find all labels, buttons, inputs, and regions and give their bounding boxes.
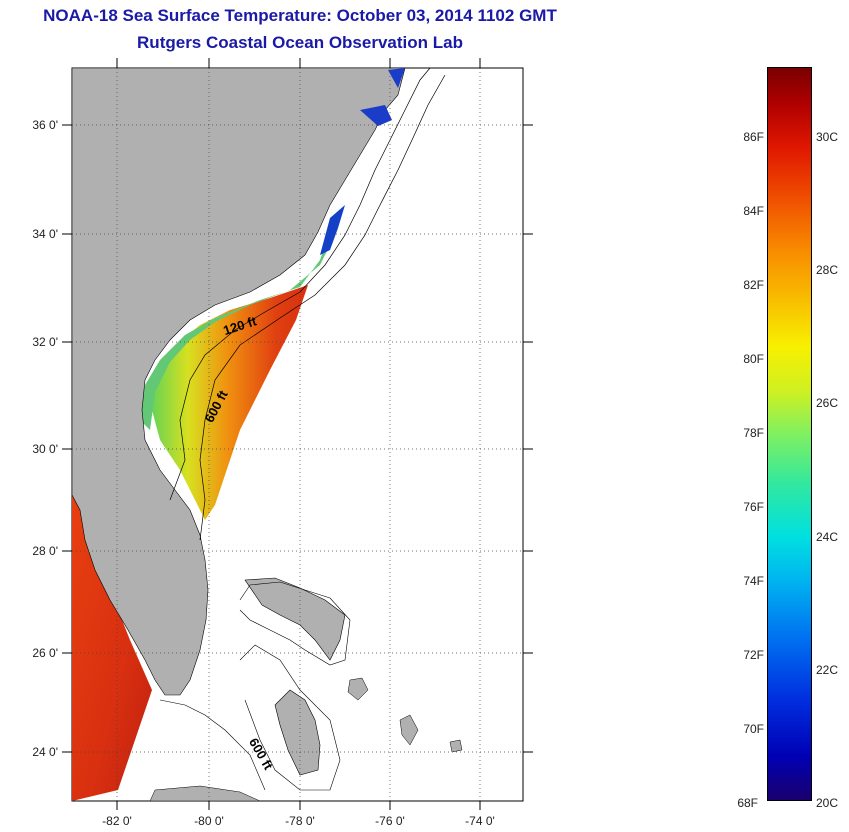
cbar-f-70: 70F xyxy=(743,722,764,736)
temperature-colorbar xyxy=(767,67,812,801)
lon-label-74: -74 0' xyxy=(465,814,495,828)
land-mainland xyxy=(71,67,406,696)
lon-label-76: -76 0' xyxy=(375,814,405,828)
axis-ticks xyxy=(62,58,533,810)
cbar-f-68: 68F xyxy=(737,796,758,810)
contour-keys xyxy=(159,699,266,791)
island-andros xyxy=(274,689,321,776)
contour-120ft xyxy=(169,67,431,501)
cbar-c-24: 24C xyxy=(816,530,839,544)
sst-nearshore-blue xyxy=(320,205,345,255)
lat-label-30: 30 0' xyxy=(32,442,58,456)
cbar-f-76: 76F xyxy=(743,500,764,514)
lat-label-34: 34 0' xyxy=(32,227,58,241)
cbar-c-22: 22C xyxy=(816,663,839,677)
sst-gulf xyxy=(72,490,152,801)
map-subtitle: Rutgers Coastal Ocean Observation Lab xyxy=(137,33,463,52)
lon-label-78: -78 0' xyxy=(285,814,315,828)
lat-label-32: 32 0' xyxy=(32,335,58,349)
cbar-c-28: 28C xyxy=(816,263,839,277)
contour-600ft xyxy=(199,74,446,541)
cbar-f-80: 80F xyxy=(743,352,764,366)
cbar-f-74: 74F xyxy=(743,574,764,588)
cbar-c-30: 30C xyxy=(816,130,839,144)
island-small-1 xyxy=(347,677,369,701)
sound-blue xyxy=(360,105,392,126)
cbar-c-26: 26C xyxy=(816,396,839,410)
cbar-f-82: 82F xyxy=(743,278,764,292)
lon-label-80: -80 0' xyxy=(194,814,224,828)
lat-label-26: 26 0' xyxy=(32,646,58,660)
lat-label-28: 28 0' xyxy=(32,544,58,558)
lat-label-24: 24 0' xyxy=(32,745,58,759)
island-small-3 xyxy=(449,739,463,753)
cbar-f-78: 78F xyxy=(743,426,764,440)
island-small-2 xyxy=(399,714,419,746)
cbar-f-86: 86F xyxy=(743,130,764,144)
lon-label-82: -82 0' xyxy=(102,814,132,828)
cbar-f-72: 72F xyxy=(743,648,764,662)
contour-bahamas xyxy=(239,581,351,666)
sst-swath xyxy=(148,285,308,520)
cbar-c-20: 20C xyxy=(816,796,839,810)
contour-andros xyxy=(239,644,341,791)
map-title: NOAA-18 Sea Surface Temperature: October… xyxy=(43,6,557,25)
cbar-f-84: 84F xyxy=(743,204,764,218)
island-cuba-edge xyxy=(149,785,261,802)
lat-label-36: 36 0' xyxy=(32,118,58,132)
sound-blue-top xyxy=(388,68,405,88)
island-grand-bahama xyxy=(244,577,346,661)
